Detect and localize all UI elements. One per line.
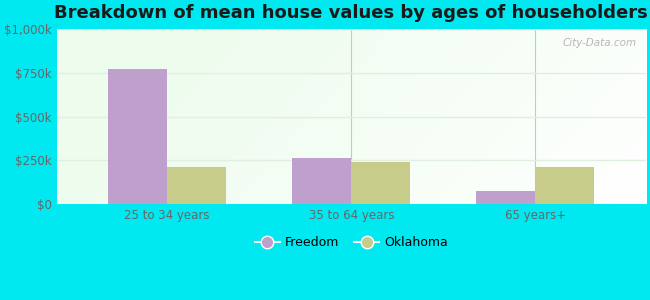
Bar <box>167 167 226 204</box>
Bar <box>476 191 536 204</box>
Bar <box>292 158 351 204</box>
Bar <box>536 167 594 204</box>
Bar <box>351 162 410 204</box>
Legend: Freedom, Oklahoma: Freedom, Oklahoma <box>250 231 453 254</box>
Text: City-Data.com: City-Data.com <box>563 38 637 48</box>
Bar <box>109 69 167 204</box>
Title: Breakdown of mean house values by ages of householders: Breakdown of mean house values by ages o… <box>55 4 648 22</box>
